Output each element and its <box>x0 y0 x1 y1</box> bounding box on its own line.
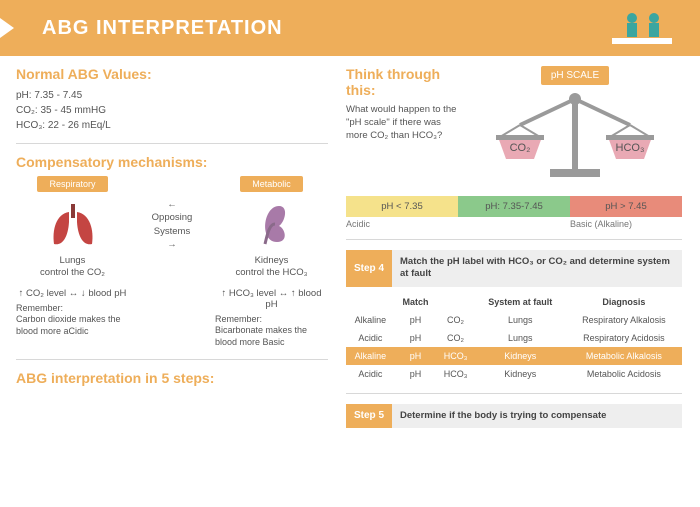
lungs-icon <box>46 200 100 248</box>
metabolic-pill: Metabolic <box>240 176 303 192</box>
right-column: Think through this: What would happen to… <box>346 66 682 428</box>
table-row: AcidicpHHCO₃KidneysMetabolic Acidosis <box>346 365 682 383</box>
normal-values-title: Normal ABG Values: <box>16 66 328 82</box>
table-header <box>436 293 475 311</box>
metabolic-col: Metabolic Kidneys control the HCO₃ ↑ HCO… <box>215 176 328 349</box>
surgery-icon <box>612 8 672 48</box>
normal-line: CO₂: 35 - 45 mmHG <box>16 103 328 118</box>
met-arrows: ↑ HCO₃ level ↔ ↑ blood pH <box>215 288 328 310</box>
normal-values-section: Normal ABG Values: pH: 7.35 - 7.45 CO₂: … <box>16 66 328 133</box>
table-header: System at fault <box>475 293 566 311</box>
respiratory-pill: Respiratory <box>37 176 107 192</box>
step4-table: Match System at faultDiagnosis AlkalinepH… <box>346 293 682 383</box>
table-row: AlkalinepHHCO₃KidneysMetabolic Alkalosis <box>346 347 682 365</box>
step4-row: Step 4 Match the pH label with HCO₃ or C… <box>346 250 682 287</box>
ph-normal: pH: 7.35-7.45 <box>458 196 570 217</box>
table-header: Diagnosis <box>566 293 682 311</box>
step4-text: Match the pH label with HCO₃ or CO₂ and … <box>392 250 682 287</box>
respiratory-col: Respiratory Lungs control the CO₂ ↑ CO₂ … <box>16 176 129 338</box>
compensatory-section: Compensatory mechanisms: Respiratory Lun… <box>16 154 328 349</box>
kidney-label-2: control the HCO₃ <box>215 267 328 279</box>
resp-arrows: ↑ CO₂ level ↔ ↓ blood pH <box>16 288 129 299</box>
step5-text: Determine if the body is trying to compe… <box>392 404 682 428</box>
svg-text:CO₂: CO₂ <box>510 142 531 154</box>
think-text: What would happen to the "pH scale" if t… <box>346 104 458 142</box>
normal-line: HCO₃: 22 - 26 mEq/L <box>16 118 328 133</box>
lungs-label-1: Lungs <box>16 255 129 267</box>
opposing-systems: ← Opposing Systems → <box>137 176 207 251</box>
step4-badge: Step 4 <box>346 250 392 287</box>
header: ABG INTERPRETATION <box>0 0 700 56</box>
svg-text:HCO₃: HCO₃ <box>616 142 645 154</box>
kidney-label-1: Kidneys <box>215 255 328 267</box>
met-remember: Remember: Bicarbonate makes the blood mo… <box>215 314 328 349</box>
lungs-label-2: control the CO₂ <box>16 267 129 279</box>
normal-line: pH: 7.35 - 7.45 <box>16 88 328 103</box>
step5-badge: Step 5 <box>346 404 392 428</box>
think-section: Think through this: What would happen to… <box>346 66 682 190</box>
ph-acidic: pH < 7.35 <box>346 196 458 217</box>
compensatory-title: Compensatory mechanisms: <box>16 154 328 170</box>
table-header: Match <box>395 293 437 311</box>
ph-scale-graphic: pH SCALE CO₂ HCO₃ <box>468 66 682 190</box>
ph-basic: pH > 7.45 <box>570 196 682 217</box>
page-title: ABG INTERPRETATION <box>42 17 283 40</box>
table-header <box>346 293 395 311</box>
balance-scale-icon: CO₂ HCO₃ <box>480 87 670 187</box>
ph-scale-title: pH SCALE <box>541 66 609 85</box>
kidney-icon <box>245 200 299 248</box>
table-row: AcidicpHCO₂LungsRespiratory Acidosis <box>346 329 682 347</box>
resp-remember: Remember: Carbon dioxide makes the blood… <box>16 303 129 338</box>
step5-row: Step 5 Determine if the body is trying t… <box>346 404 682 428</box>
ph-scale-sub: Acidic Basic (Alkaline) <box>346 219 682 229</box>
five-steps-title: ABG interpretation in 5 steps: <box>16 370 328 386</box>
think-title: Think through this: <box>346 66 458 98</box>
ph-scale-bar: pH < 7.35 pH: 7.35-7.45 pH > 7.45 <box>346 196 682 217</box>
left-column: Normal ABG Values: pH: 7.35 - 7.45 CO₂: … <box>16 66 328 428</box>
table-row: AlkalinepHCO₂LungsRespiratory Alkalosis <box>346 311 682 329</box>
